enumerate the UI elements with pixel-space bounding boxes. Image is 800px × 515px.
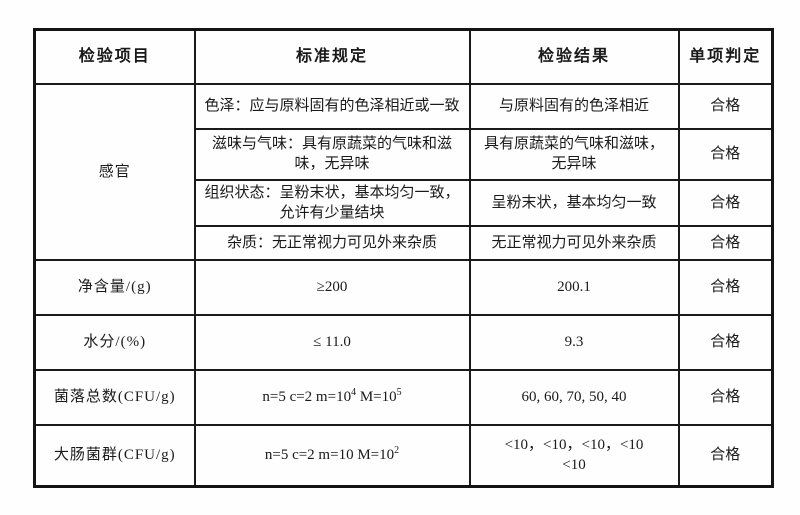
- standard-cell: ≤ 11.0: [193, 314, 471, 371]
- standard-cell: 杂质：无正常视力可见外来杂质: [193, 225, 471, 261]
- formula-superscript: 4: [351, 387, 357, 399]
- judgment-cell: 合格: [677, 127, 774, 181]
- judgment-cell: 合格: [677, 369, 774, 426]
- judgment-cell: 合格: [677, 225, 774, 261]
- judgment-cell: 合格: [677, 314, 774, 371]
- result-cell: 60, 60, 70, 50, 40: [468, 369, 680, 426]
- result-cell: 具有原蔬菜的气味和滋味， 无异味: [468, 127, 680, 181]
- col-header-judgment: 单项判定: [677, 28, 774, 85]
- inspection-table: 检验项目 标准规定 检验结果 单项判定 感官 色泽：应与原料固有的色泽相近或一致…: [33, 28, 774, 488]
- result-cell: 9.3: [468, 314, 680, 371]
- item-cell: 水分/(%): [33, 314, 196, 371]
- standard-cell: n=5 c=2 m=10 M=102: [193, 424, 471, 487]
- item-cell: 大肠菌群(CFU/g): [33, 424, 196, 487]
- judgment-cell: 合格: [677, 259, 774, 316]
- judgment-cell: 合格: [677, 178, 774, 227]
- header-row: 检验项目 标准规定 检验结果 单项判定: [33, 28, 774, 85]
- formula-text: n=5 c=2 m=10: [262, 389, 352, 406]
- row-total-bacteria: 菌落总数(CFU/g) n=5 c=2 m=104 M=105 60, 60, …: [33, 369, 774, 426]
- row-net-content: 净含量/(g) ≥200 200.1 合格: [33, 259, 774, 316]
- result-cell: <10，<10，<10，<10 <10: [468, 424, 680, 487]
- judgment-cell: 合格: [677, 424, 774, 487]
- row-moisture: 水分/(%) ≤ 11.0 9.3 合格: [33, 314, 774, 371]
- item-cell-sensory: 感官: [33, 82, 196, 261]
- result-cell: 与原料固有的色泽相近: [468, 82, 680, 130]
- formula-text: n=5 c=2 m=10: [264, 447, 354, 464]
- col-header-result: 检验结果: [468, 28, 680, 85]
- row-texture: 组织状态：呈粉末状，基本均匀一致， 允许有少量结块 呈粉末状，基本均匀一致 合格: [35, 178, 774, 227]
- col-header-item: 检验项目: [33, 28, 196, 85]
- formula-superscript: 5: [396, 387, 402, 399]
- formula-superscript: 2: [394, 445, 400, 457]
- formula-text: M=10: [356, 389, 397, 406]
- standard-cell: n=5 c=2 m=104 M=105: [193, 369, 471, 426]
- row-impurity: 杂质：无正常视力可见外来杂质 无正常视力可见外来杂质 合格: [35, 225, 774, 261]
- standard-cell: 滋味与气味：具有原蔬菜的气味和滋 味，无异味: [193, 127, 471, 181]
- row-color: 感官 色泽：应与原料固有的色泽相近或一致 与原料固有的色泽相近 合格: [33, 82, 774, 261]
- formula-text: M=10: [353, 447, 395, 464]
- item-cell: 菌落总数(CFU/g): [33, 369, 196, 426]
- judgment-cell: 合格: [677, 82, 774, 130]
- col-header-standard: 标准规定: [193, 28, 471, 85]
- result-cell: 200.1: [468, 259, 680, 316]
- row-taste-odor: 滋味与气味：具有原蔬菜的气味和滋 味，无异味 具有原蔬菜的气味和滋味， 无异味 …: [35, 127, 774, 181]
- item-cell: 净含量/(g): [33, 259, 196, 316]
- standard-cell: 组织状态：呈粉末状，基本均匀一致， 允许有少量结块: [193, 178, 471, 227]
- row-coliform: 大肠菌群(CFU/g) n=5 c=2 m=10 M=102 <10，<10，<…: [33, 424, 774, 487]
- standard-cell: 色泽：应与原料固有的色泽相近或一致: [193, 82, 471, 130]
- result-cell: 无正常视力可见外来杂质: [468, 225, 680, 261]
- standard-cell: ≥200: [193, 259, 471, 316]
- result-cell: 呈粉末状，基本均匀一致: [468, 178, 680, 227]
